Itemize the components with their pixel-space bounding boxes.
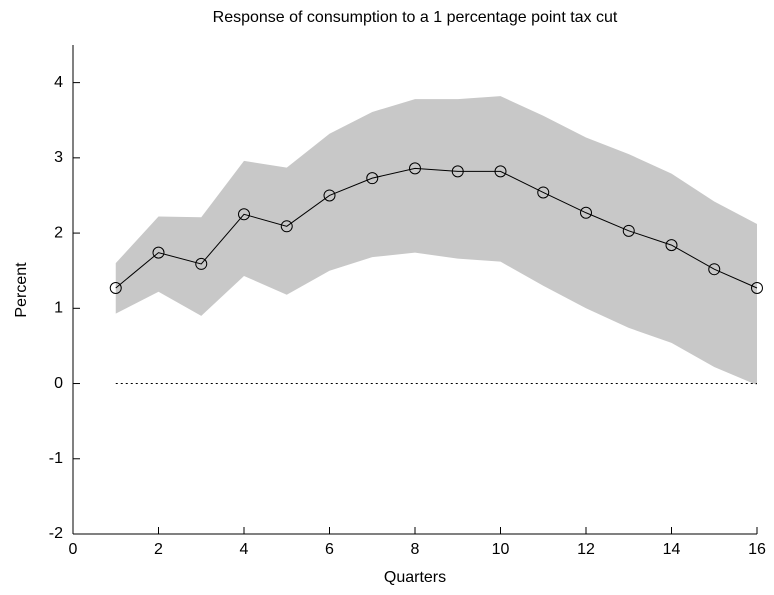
x-tick-label: 8 xyxy=(411,541,420,558)
x-tick-label: 2 xyxy=(154,541,163,558)
marker xyxy=(195,257,208,270)
y-tick-label: 0 xyxy=(54,375,63,392)
x-tick-label: 4 xyxy=(240,541,249,558)
x-axis-label: Quarters xyxy=(384,569,446,586)
marker xyxy=(451,165,464,178)
marker xyxy=(708,263,721,276)
y-axis-label: Percent xyxy=(13,262,30,318)
marker xyxy=(580,206,592,219)
marker xyxy=(152,246,165,259)
x-tick-label: 16 xyxy=(748,541,766,558)
y-tick-label: 3 xyxy=(54,149,63,166)
confidence-band xyxy=(115,96,757,386)
x-tick-label: 10 xyxy=(492,541,510,558)
marker xyxy=(494,165,507,178)
y-tick-label: 4 xyxy=(54,74,63,91)
marker xyxy=(622,224,635,237)
x-tick-label: 6 xyxy=(325,541,334,558)
y-tick-label: 2 xyxy=(54,224,63,241)
marker xyxy=(323,189,336,202)
x-tick-label: 12 xyxy=(577,541,595,558)
response-line xyxy=(115,167,758,289)
y-tick-label: 1 xyxy=(54,300,63,317)
marker xyxy=(238,208,250,221)
chart-title: Response of consumption to a 1 percentag… xyxy=(213,9,618,26)
y-tick-label: -2 xyxy=(49,525,63,542)
marker xyxy=(409,162,421,175)
marker xyxy=(537,186,550,199)
marker xyxy=(109,281,122,294)
marker xyxy=(665,239,678,252)
x-tick-label: 14 xyxy=(663,541,681,558)
marker xyxy=(366,172,379,185)
marker xyxy=(280,220,293,233)
y-tick-label: -1 xyxy=(49,450,63,467)
marker xyxy=(751,281,763,294)
x-tick-label: 0 xyxy=(69,541,78,558)
